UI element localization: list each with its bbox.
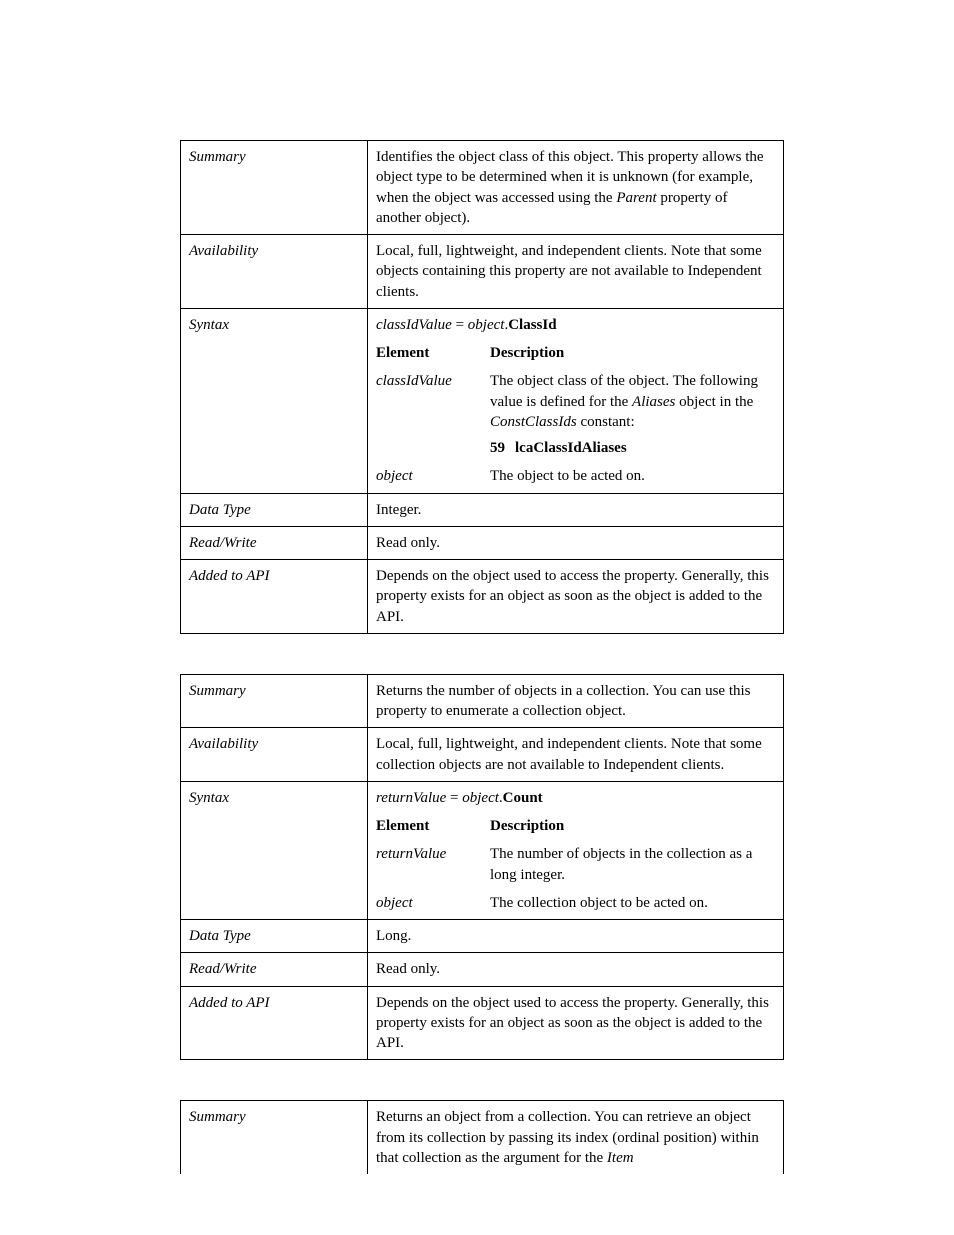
inner-row: returnValue The number of objects in the… xyxy=(376,844,775,885)
inner-element: classIdValue xyxy=(376,371,490,458)
row-label-datatype: Data Type xyxy=(181,920,368,953)
table-row: Read/Write Read only. xyxy=(181,953,784,986)
syntax-lhs: returnValue xyxy=(376,790,446,806)
table-row: Summary Returns the number of objects in… xyxy=(181,674,784,728)
inner-element: object xyxy=(376,893,490,913)
row-label-added: Added to API xyxy=(181,986,368,1060)
table-row: Added to API Depends on the object used … xyxy=(181,560,784,634)
constant-name: lcaClassIdAliases xyxy=(515,440,627,456)
table-row: Summary Identifies the object class of t… xyxy=(181,141,784,235)
row-label-summary: Summary xyxy=(181,141,368,235)
inner-header-description: Description xyxy=(490,816,775,836)
inner-header: Element Description xyxy=(376,816,775,836)
inner-row: classIdValue The object class of the obj… xyxy=(376,371,775,458)
row-label-datatype: Data Type xyxy=(181,493,368,526)
row-value-added: Depends on the object used to access the… xyxy=(368,986,784,1060)
text: constant: xyxy=(577,414,635,430)
table-row: Data Type Long. xyxy=(181,920,784,953)
inner-element: returnValue xyxy=(376,844,490,885)
text-italic: Parent xyxy=(616,190,656,206)
inner-row: object The object to be acted on. xyxy=(376,466,775,486)
row-label-summary: Summary xyxy=(181,674,368,728)
constant-number: 59 xyxy=(490,440,505,456)
row-value-readwrite: Read only. xyxy=(368,526,784,559)
row-label-added: Added to API xyxy=(181,560,368,634)
row-value-availability: Local, full, lightweight, and independen… xyxy=(368,728,784,782)
row-value-datatype: Integer. xyxy=(368,493,784,526)
syntax-lhs: classIdValue xyxy=(376,317,452,333)
inner-header: Element Description xyxy=(376,343,775,363)
text-italic: Item xyxy=(607,1150,634,1166)
table-row: Availability Local, full, lightweight, a… xyxy=(181,728,784,782)
row-label-availability: Availability xyxy=(181,235,368,309)
api-table-item: Summary Returns an object from a collect… xyxy=(180,1100,784,1174)
api-table-count: Summary Returns the number of objects in… xyxy=(180,674,784,1061)
page: Summary Identifies the object class of t… xyxy=(0,0,954,1235)
table-row: Added to API Depends on the object used … xyxy=(181,986,784,1060)
syntax-obj: object xyxy=(462,790,499,806)
row-value-summary: Returns the number of objects in a colle… xyxy=(368,674,784,728)
syntax-prop: ClassId xyxy=(508,317,556,333)
syntax-eq: = xyxy=(452,317,468,333)
row-value-datatype: Long. xyxy=(368,920,784,953)
constant-line: 59 lcaClassIdAliases xyxy=(490,438,775,458)
inner-description: The object to be acted on. xyxy=(490,466,775,486)
inner-header-element: Element xyxy=(376,343,490,363)
inner-element: object xyxy=(376,466,490,486)
syntax-expression: classIdValue = object.ClassId xyxy=(376,315,775,335)
row-value-readwrite: Read only. xyxy=(368,953,784,986)
text: object in the xyxy=(675,394,753,410)
inner-description: The collection object to be acted on. xyxy=(490,893,775,913)
table-row: Summary Returns an object from a collect… xyxy=(181,1101,784,1174)
row-label-readwrite: Read/Write xyxy=(181,526,368,559)
row-value-syntax: classIdValue = object.ClassId Element De… xyxy=(368,308,784,493)
row-label-readwrite: Read/Write xyxy=(181,953,368,986)
inner-description: The object class of the object. The foll… xyxy=(490,371,775,458)
api-table-classid: Summary Identifies the object class of t… xyxy=(180,140,784,634)
row-value-summary: Identifies the object class of this obje… xyxy=(368,141,784,235)
table-row: Availability Local, full, lightweight, a… xyxy=(181,235,784,309)
syntax-obj: object xyxy=(468,317,505,333)
row-value-syntax: returnValue = object.Count Element Descr… xyxy=(368,781,784,919)
row-label-syntax: Syntax xyxy=(181,781,368,919)
table-row: Syntax returnValue = object.Count Elemen… xyxy=(181,781,784,919)
syntax-expression: returnValue = object.Count xyxy=(376,788,775,808)
text: Returns an object from a collection. You… xyxy=(376,1109,759,1166)
syntax-eq: = xyxy=(446,790,462,806)
table-row: Syntax classIdValue = object.ClassId Ele… xyxy=(181,308,784,493)
text-italic: Aliases xyxy=(632,394,675,410)
row-label-availability: Availability xyxy=(181,728,368,782)
syntax-prop: Count xyxy=(503,790,543,806)
row-label-summary: Summary xyxy=(181,1101,368,1174)
inner-header-description: Description xyxy=(490,343,775,363)
row-label-syntax: Syntax xyxy=(181,308,368,493)
row-value-availability: Local, full, lightweight, and independen… xyxy=(368,235,784,309)
row-value-added: Depends on the object used to access the… xyxy=(368,560,784,634)
text-italic: ConstClassIds xyxy=(490,414,577,430)
table-row: Read/Write Read only. xyxy=(181,526,784,559)
inner-description: The number of objects in the collection … xyxy=(490,844,775,885)
inner-header-element: Element xyxy=(376,816,490,836)
row-value-summary: Returns an object from a collection. You… xyxy=(368,1101,784,1174)
inner-row: object The collection object to be acted… xyxy=(376,893,775,913)
table-row: Data Type Integer. xyxy=(181,493,784,526)
